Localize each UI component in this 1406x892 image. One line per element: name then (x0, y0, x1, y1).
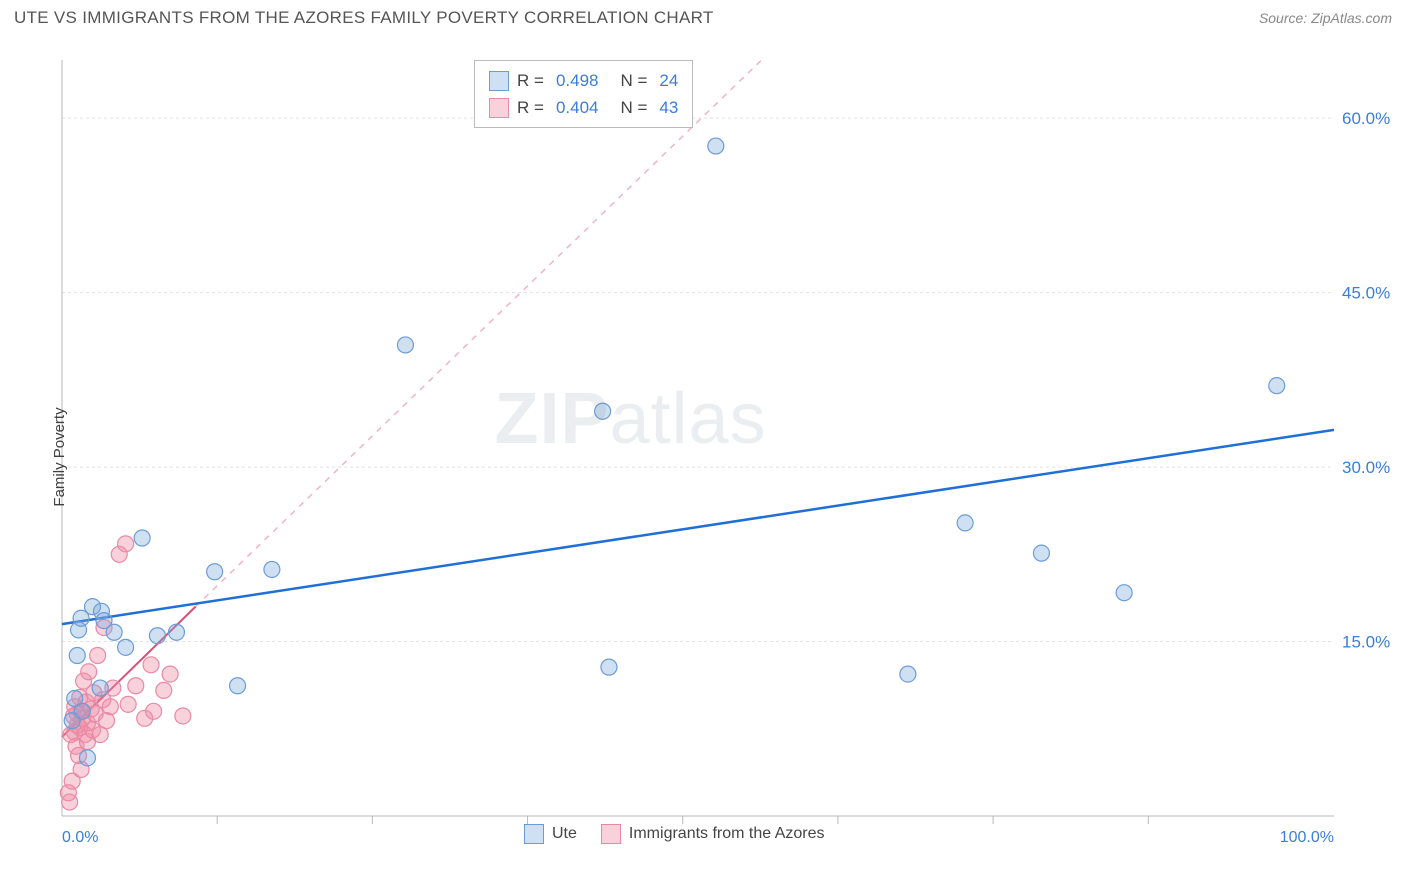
r-label: R = (517, 67, 544, 94)
series-legend: Ute Immigrants from the Azores (524, 824, 825, 844)
scatter-plot: 15.0% 30.0% 45.0% 60.0% 0.0% 100.0% (14, 38, 1392, 876)
legend-swatch (524, 824, 544, 844)
svg-text:30.0%: 30.0% (1342, 458, 1390, 477)
legend-swatch (601, 824, 621, 844)
legend-item: Immigrants from the Azores (601, 824, 825, 844)
chart-source: Source: ZipAtlas.com (1259, 10, 1392, 26)
legend-swatch (489, 71, 509, 91)
n-label: N = (620, 67, 647, 94)
n-value: 43 (659, 94, 678, 121)
n-value: 24 (659, 67, 678, 94)
svg-text:60.0%: 60.0% (1342, 109, 1390, 128)
correlation-row: R = 0.498 N = 24 (489, 67, 678, 94)
r-value: 0.498 (556, 67, 599, 94)
chart-area: Family Poverty 15.0%30.0%45.0%60.0%0.0%1… (14, 38, 1392, 876)
chart-header: UTE VS IMMIGRANTS FROM THE AZORES FAMILY… (0, 0, 1406, 34)
chart-title: UTE VS IMMIGRANTS FROM THE AZORES FAMILY… (14, 8, 714, 28)
n-label: N = (620, 94, 647, 121)
r-value: 0.404 (556, 94, 599, 121)
svg-text:45.0%: 45.0% (1342, 284, 1390, 303)
legend-swatch (489, 98, 509, 118)
y-axis-label: Family Poverty (51, 407, 68, 506)
r-label: R = (517, 94, 544, 121)
correlation-legend: R = 0.498 N = 24 R = 0.404 N = 43 (474, 60, 693, 128)
legend-item: Ute (524, 824, 577, 844)
svg-text:0.0%: 0.0% (62, 829, 98, 846)
svg-text:100.0%: 100.0% (1280, 829, 1334, 846)
correlation-row: R = 0.404 N = 43 (489, 94, 678, 121)
svg-text:15.0%: 15.0% (1342, 633, 1390, 652)
legend-label: Immigrants from the Azores (629, 825, 825, 843)
legend-label: Ute (552, 825, 577, 843)
